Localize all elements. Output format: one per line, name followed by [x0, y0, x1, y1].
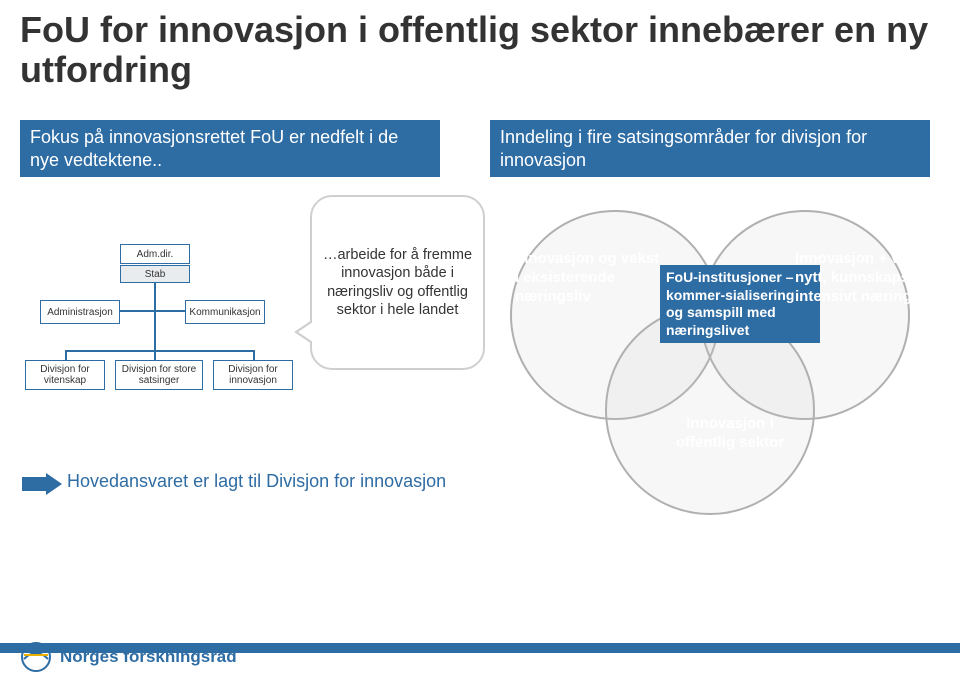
org-box-vitenskap: Divisjon for vitenskap [25, 360, 105, 390]
arrow-text: Hovedansvaret er lagt til Divisjon for i… [67, 470, 446, 493]
org-box-komm: Kommunikasjon [185, 300, 265, 324]
arrow-icon [22, 473, 64, 495]
org-box-stab: Stab [120, 265, 190, 283]
brand-text: Norges forskningsråd [60, 647, 237, 667]
quote-text: …arbeide for å fremme innovasjon både i … [322, 246, 473, 319]
venn-label-left: Innovasjon og vekst i eksisterende nærin… [515, 250, 665, 306]
org-box-admdir: Adm.dir. [120, 244, 190, 264]
org-chart: Adm.dir. Stab Administrasjon Kommunikasj… [20, 210, 320, 430]
org-box-innovasjon: Divisjon for innovasjon [213, 360, 293, 390]
venn-label-right: Innovasjon + vekst i nytt, kunnskaps-int… [795, 250, 945, 306]
footer: Norges forskningsråd [0, 653, 960, 687]
org-box-store-satsinger: Divisjon for store satsinger [115, 360, 203, 390]
footer-logo: Norges forskningsråd [20, 641, 237, 673]
quote-bubble: …arbeide for å fremme innovasjon både i … [310, 195, 495, 380]
logo-icon [20, 641, 52, 673]
venn-diagram: Innovasjon og vekst i eksisterende nærin… [500, 200, 930, 500]
venn-label-bottom: Innovasjon i offentlig sektor [655, 415, 805, 453]
slide-title: FoU for innovasjon i offentlig sektor in… [20, 10, 960, 89]
org-box-admin: Administrasjon [40, 300, 120, 324]
banner-right: Inndeling i fire satsingsområder for div… [490, 120, 930, 177]
banner-left: Fokus på innovasjonsrettet FoU er nedfel… [20, 120, 440, 177]
